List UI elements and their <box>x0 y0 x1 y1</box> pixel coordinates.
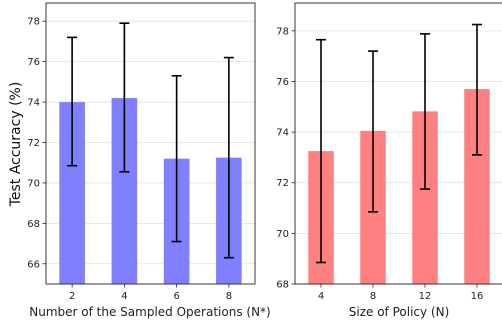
left-x-tick-label: 4 <box>121 291 127 302</box>
right-plot-frame <box>294 2 502 285</box>
left-y-tick-label: 68 <box>27 219 40 230</box>
right-x-axis-label: Size of Policy (N) <box>349 305 450 319</box>
right-y-tick-label: 74 <box>276 128 289 139</box>
right-y-tick-label: 72 <box>276 178 289 189</box>
left-x-tick-label: 2 <box>69 291 75 302</box>
left-plot-frame <box>45 2 256 285</box>
right-x-tick-label: 4 <box>318 291 324 302</box>
left-x-axis-label: Number of the Sampled Operations (N*) <box>29 305 270 319</box>
left-y-tick-label: 72 <box>27 138 40 149</box>
left-y-tick-label: 74 <box>27 98 40 109</box>
right-x-tick-label: 8 <box>370 291 376 302</box>
right-y-tick-label: 76 <box>276 77 289 88</box>
right-y-tick-label: 78 <box>276 26 289 37</box>
left-y-tick-label: 66 <box>27 259 40 270</box>
left-y-tick-label: 76 <box>27 57 40 68</box>
y-axis-label: Test Accuracy (%) <box>8 82 24 208</box>
right-y-tick-label: 70 <box>276 229 289 240</box>
right-panel: 68 70 72 74 76 78 4 8 12 16 <box>276 2 502 302</box>
left-x-tick-label: 8 <box>226 291 232 302</box>
right-y-tick-label: 68 <box>276 280 289 291</box>
left-y-tick-label: 70 <box>27 178 40 189</box>
left-y-tick-label: 78 <box>27 17 40 28</box>
left-x-tick-label: 6 <box>173 291 179 302</box>
right-x-tick-label: 12 <box>419 291 432 302</box>
right-x-tick-label: 16 <box>471 291 484 302</box>
